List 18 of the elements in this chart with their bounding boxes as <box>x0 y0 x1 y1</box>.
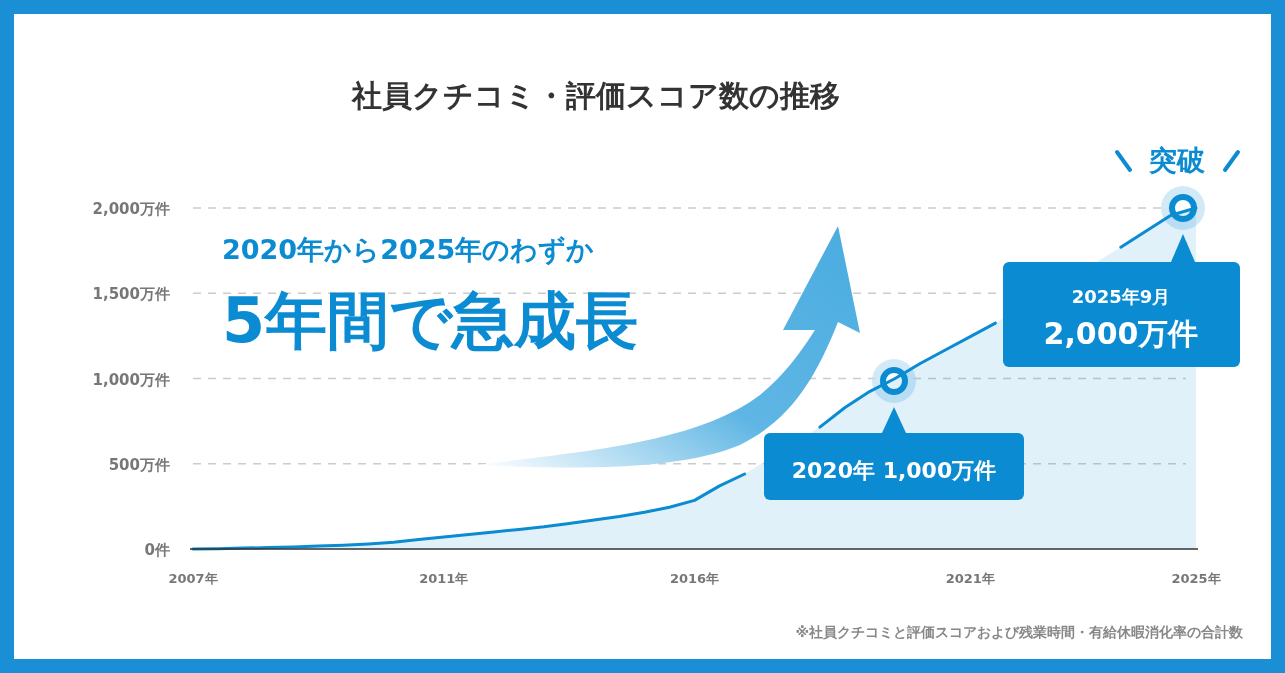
y-tick-label: 500万件 <box>108 455 170 474</box>
text: ※社員クチコミと評価スコアおよび残業時間・有給休暇消化率の合計数 <box>795 624 1244 640</box>
x-tick-label: 2016年 <box>669 571 720 586</box>
y-tick-label: 2,000万件 <box>92 200 170 218</box>
x-tick-label: 2025年 <box>1171 571 1221 586</box>
x-tick-label: 2007年 <box>168 571 218 586</box>
annotation: 2020年 1,000万件 <box>791 458 997 483</box>
x-tick-label: 2011年 <box>419 571 469 586</box>
annotation: 2025年9月 <box>1071 286 1171 307</box>
y-tick-label: 0件 <box>144 541 170 559</box>
y-tick-label: 1,500万件 <box>92 285 170 304</box>
chart-title: 社員クチコミ・評価スコア数の推移 <box>351 78 840 113</box>
annotation: 2020年から2025年のわずか <box>222 234 595 266</box>
x-tick-label: 2021年 <box>945 571 995 586</box>
annotation: 2,000万件 <box>1043 316 1199 351</box>
annotation: 5年間で急成長 <box>222 284 639 357</box>
text: 突破 <box>1148 144 1205 177</box>
y-tick-label: 1,000万件 <box>92 370 170 389</box>
